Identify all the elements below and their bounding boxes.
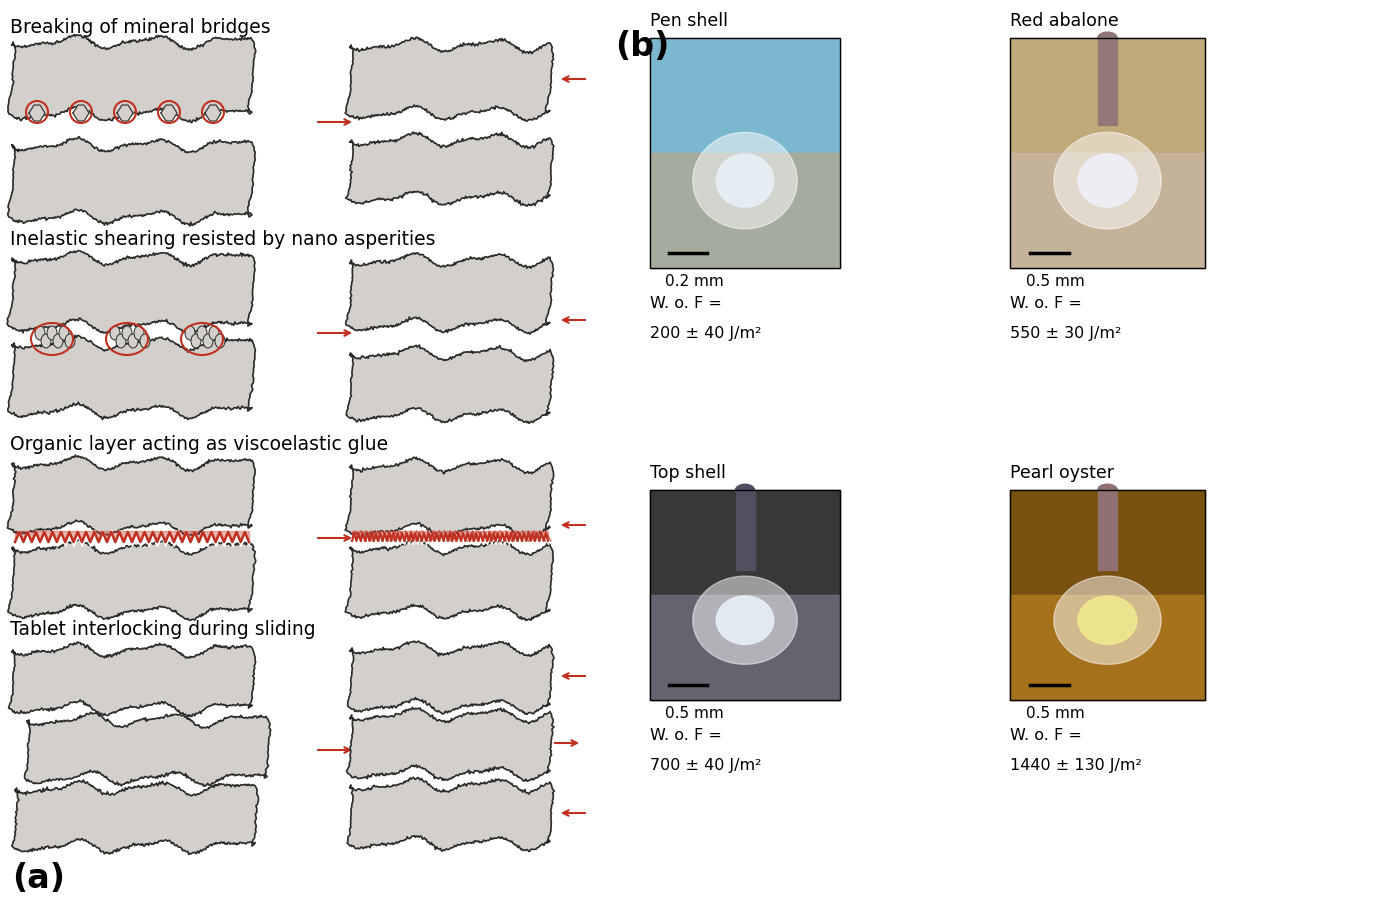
Polygon shape bbox=[7, 251, 255, 335]
Ellipse shape bbox=[134, 326, 144, 340]
Bar bbox=[650, 153, 840, 268]
Ellipse shape bbox=[127, 334, 139, 348]
Bar bbox=[1009, 153, 1205, 268]
Ellipse shape bbox=[1098, 32, 1117, 44]
Text: 0.2 mm: 0.2 mm bbox=[665, 274, 724, 289]
Text: 0.5 mm: 0.5 mm bbox=[665, 706, 724, 721]
Text: 550 ± 30 J/m²: 550 ± 30 J/m² bbox=[1009, 326, 1121, 341]
Polygon shape bbox=[347, 641, 554, 714]
Polygon shape bbox=[347, 707, 554, 782]
Text: (b): (b) bbox=[615, 30, 669, 63]
Ellipse shape bbox=[197, 326, 207, 340]
Bar bbox=[666, 248, 710, 260]
Polygon shape bbox=[7, 455, 255, 535]
Text: Pearl oyster: Pearl oyster bbox=[1009, 464, 1114, 482]
Ellipse shape bbox=[693, 133, 797, 229]
Ellipse shape bbox=[111, 326, 120, 340]
Ellipse shape bbox=[1098, 484, 1117, 495]
Ellipse shape bbox=[64, 334, 76, 348]
Ellipse shape bbox=[203, 334, 213, 348]
Ellipse shape bbox=[53, 334, 63, 348]
Polygon shape bbox=[346, 253, 553, 335]
Ellipse shape bbox=[209, 326, 218, 340]
Text: Top shell: Top shell bbox=[650, 464, 725, 482]
Bar bbox=[1098, 38, 1117, 125]
Polygon shape bbox=[347, 777, 554, 852]
Ellipse shape bbox=[116, 334, 126, 348]
Ellipse shape bbox=[140, 334, 150, 348]
Polygon shape bbox=[118, 105, 133, 121]
Text: Pen shell: Pen shell bbox=[650, 12, 728, 30]
Ellipse shape bbox=[41, 334, 50, 348]
Polygon shape bbox=[346, 345, 553, 424]
Polygon shape bbox=[8, 335, 255, 420]
Ellipse shape bbox=[1054, 133, 1161, 229]
Bar bbox=[650, 490, 840, 700]
Ellipse shape bbox=[1054, 576, 1161, 664]
Polygon shape bbox=[346, 457, 553, 538]
Bar bbox=[1009, 38, 1205, 268]
Bar bbox=[1026, 680, 1071, 692]
Ellipse shape bbox=[735, 484, 755, 495]
Bar bbox=[650, 595, 840, 700]
Bar bbox=[650, 38, 840, 268]
Polygon shape bbox=[8, 642, 256, 717]
Polygon shape bbox=[73, 105, 90, 121]
Ellipse shape bbox=[35, 326, 45, 340]
Polygon shape bbox=[346, 539, 553, 621]
Text: 200 ± 40 J/m²: 200 ± 40 J/m² bbox=[650, 326, 762, 341]
Polygon shape bbox=[8, 137, 255, 226]
Bar bbox=[1009, 38, 1205, 268]
Bar bbox=[1026, 248, 1071, 260]
Polygon shape bbox=[346, 132, 554, 206]
Text: Red abalone: Red abalone bbox=[1009, 12, 1119, 30]
Bar bbox=[650, 38, 840, 268]
Ellipse shape bbox=[1078, 596, 1137, 644]
Bar bbox=[666, 680, 710, 692]
Text: 1440 ± 130 J/m²: 1440 ± 130 J/m² bbox=[1009, 758, 1142, 773]
Ellipse shape bbox=[122, 326, 132, 340]
Text: W. o. F =: W. o. F = bbox=[1009, 296, 1082, 311]
Text: Organic layer acting as viscoelastic glue: Organic layer acting as viscoelastic glu… bbox=[10, 435, 388, 454]
Text: (a): (a) bbox=[13, 862, 64, 895]
Polygon shape bbox=[8, 35, 256, 123]
Text: Inelastic shearing resisted by nano asperities: Inelastic shearing resisted by nano aspe… bbox=[10, 230, 435, 249]
Ellipse shape bbox=[1078, 154, 1137, 207]
Text: Breaking of mineral bridges: Breaking of mineral bridges bbox=[10, 18, 270, 37]
Ellipse shape bbox=[59, 326, 69, 340]
Polygon shape bbox=[346, 37, 553, 121]
Polygon shape bbox=[13, 780, 259, 854]
Polygon shape bbox=[204, 105, 221, 121]
Text: 0.5 mm: 0.5 mm bbox=[1026, 274, 1085, 289]
Bar bbox=[1009, 490, 1205, 700]
Text: 700 ± 40 J/m²: 700 ± 40 J/m² bbox=[650, 758, 762, 773]
Polygon shape bbox=[8, 539, 256, 620]
Polygon shape bbox=[29, 105, 45, 121]
Ellipse shape bbox=[693, 576, 797, 664]
Ellipse shape bbox=[216, 334, 225, 348]
Ellipse shape bbox=[48, 326, 57, 340]
Ellipse shape bbox=[717, 154, 774, 207]
Polygon shape bbox=[161, 105, 176, 121]
Ellipse shape bbox=[717, 596, 774, 644]
Bar bbox=[650, 490, 840, 700]
Text: W. o. F =: W. o. F = bbox=[650, 296, 722, 311]
Bar bbox=[1009, 595, 1205, 700]
Text: 0.5 mm: 0.5 mm bbox=[1026, 706, 1085, 721]
Text: W. o. F =: W. o. F = bbox=[650, 728, 722, 743]
Bar bbox=[1098, 490, 1117, 570]
Ellipse shape bbox=[185, 326, 195, 340]
Text: Tablet interlocking during sliding: Tablet interlocking during sliding bbox=[10, 620, 315, 639]
Bar bbox=[1009, 490, 1205, 700]
Ellipse shape bbox=[190, 334, 202, 348]
Bar bbox=[735, 490, 755, 570]
Polygon shape bbox=[25, 713, 270, 786]
Text: W. o. F =: W. o. F = bbox=[1009, 728, 1082, 743]
